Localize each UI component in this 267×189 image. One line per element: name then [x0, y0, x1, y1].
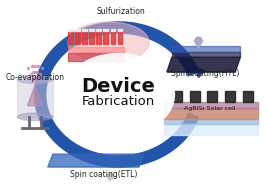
Bar	[96, 31, 101, 44]
Ellipse shape	[17, 113, 53, 121]
Bar	[17, 80, 53, 117]
Text: Co-evaporation: Co-evaporation	[6, 73, 65, 82]
Bar	[75, 29, 80, 31]
Bar	[104, 31, 108, 44]
Bar	[68, 53, 124, 61]
Polygon shape	[164, 124, 258, 136]
Bar	[68, 47, 124, 52]
Text: Spin coating(HTL): Spin coating(HTL)	[171, 69, 239, 78]
Text: AgBiS₂ Solar cell: AgBiS₂ Solar cell	[184, 106, 235, 111]
Bar	[243, 91, 253, 102]
Polygon shape	[172, 52, 240, 57]
Bar	[172, 91, 182, 102]
Text: Spin coating(ETL): Spin coating(ETL)	[70, 170, 137, 179]
Polygon shape	[167, 57, 240, 72]
Bar	[111, 29, 115, 31]
Bar	[82, 29, 87, 31]
Polygon shape	[172, 46, 240, 52]
Polygon shape	[164, 108, 258, 119]
Circle shape	[63, 53, 174, 136]
Bar	[118, 31, 122, 44]
Bar	[118, 29, 122, 31]
Text: Fabrication: Fabrication	[82, 95, 155, 108]
Bar	[190, 91, 200, 102]
Bar	[89, 29, 94, 31]
Polygon shape	[164, 102, 258, 108]
Bar	[225, 91, 235, 102]
Bar	[68, 31, 73, 44]
Polygon shape	[164, 119, 258, 124]
Ellipse shape	[68, 22, 149, 63]
Polygon shape	[48, 154, 144, 167]
Bar	[207, 91, 218, 102]
Bar	[111, 31, 115, 44]
Bar	[82, 31, 87, 44]
Text: Sulfurization: Sulfurization	[97, 7, 146, 16]
Bar	[96, 29, 101, 31]
Bar	[104, 29, 108, 31]
Ellipse shape	[17, 76, 53, 83]
Text: Device: Device	[82, 77, 156, 96]
Polygon shape	[28, 85, 43, 106]
Polygon shape	[194, 40, 203, 48]
Bar	[75, 31, 80, 44]
Bar	[89, 31, 94, 44]
Polygon shape	[106, 176, 113, 181]
Bar	[68, 29, 73, 31]
